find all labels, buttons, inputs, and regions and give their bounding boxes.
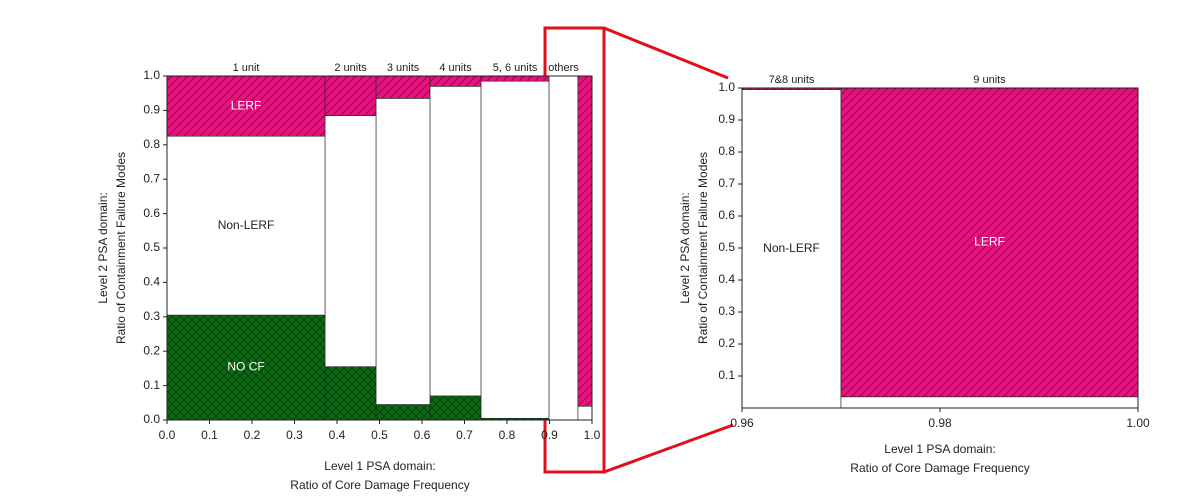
x-axis-title: Level 1 PSA domain: bbox=[884, 442, 995, 456]
segment bbox=[375, 404, 431, 421]
x-axis-title: Ratio of Core Damage Frequency bbox=[850, 461, 1029, 475]
y-tick-label: 0.9 bbox=[718, 112, 735, 126]
segment bbox=[429, 86, 482, 397]
y-tick-label: 0.8 bbox=[143, 137, 160, 151]
x-tick-label: 0.96 bbox=[730, 416, 754, 430]
segment bbox=[840, 396, 1139, 409]
segment bbox=[548, 75, 579, 421]
zoom-line bbox=[603, 423, 734, 474]
x-tick-label: 0.6 bbox=[414, 428, 431, 442]
y-tick-label: 0.5 bbox=[718, 240, 735, 254]
y-tick-label: 0.1 bbox=[143, 378, 160, 392]
category-label: 3 units bbox=[387, 62, 420, 74]
y-tick-label: 0.6 bbox=[143, 206, 160, 220]
y-tick-label: 0.6 bbox=[718, 208, 735, 222]
x-tick-label: 0.9 bbox=[541, 428, 558, 442]
zoom-line bbox=[603, 26, 729, 80]
y-tick-label: 0.4 bbox=[718, 272, 735, 286]
y-tick-label: 0.7 bbox=[143, 171, 160, 185]
segment bbox=[840, 87, 1139, 398]
x-axis-title: Level 1 PSA domain: bbox=[324, 459, 435, 473]
series-label: Non-LERF bbox=[218, 218, 275, 232]
segment bbox=[375, 98, 431, 405]
x-tick-label: 0.98 bbox=[928, 416, 952, 430]
category-label: 2 units bbox=[334, 62, 367, 74]
segment bbox=[375, 75, 431, 99]
y-tick-label: 1.0 bbox=[718, 80, 735, 94]
segment bbox=[429, 395, 482, 421]
category-label: 1 unit bbox=[233, 62, 260, 74]
category-label: others bbox=[548, 62, 579, 74]
segment bbox=[429, 75, 482, 87]
series-label: NO CF bbox=[227, 360, 264, 374]
x-tick-label: 0.0 bbox=[159, 428, 176, 442]
segment bbox=[324, 366, 377, 421]
x-tick-label: 0.4 bbox=[329, 428, 346, 442]
category-label: 9 units bbox=[973, 74, 1006, 86]
x-tick-label: 0.7 bbox=[456, 428, 473, 442]
segment bbox=[166, 135, 326, 316]
segment bbox=[741, 89, 842, 409]
segment bbox=[480, 75, 550, 82]
segment bbox=[577, 75, 593, 407]
y-tick-label: 0.7 bbox=[718, 176, 735, 190]
x-axis-title: Ratio of Core Damage Frequency bbox=[290, 478, 469, 492]
y-axis-title: Level 2 PSA domain: bbox=[96, 192, 110, 303]
y-tick-label: 0.5 bbox=[143, 240, 160, 254]
y-axis-title: Ratio of Containment Failure Modes bbox=[114, 152, 128, 344]
y-tick-label: 1.0 bbox=[143, 68, 160, 82]
segment bbox=[480, 80, 550, 419]
y-tick-label: 0.2 bbox=[143, 343, 160, 357]
category-label: 5, 6 units bbox=[493, 62, 538, 74]
x-tick-label: 1.00 bbox=[1126, 416, 1150, 430]
y-tick-label: 0.9 bbox=[143, 103, 160, 117]
x-tick-label: 1.0 bbox=[584, 428, 601, 442]
y-tick-label: 0.3 bbox=[143, 309, 160, 323]
x-tick-label: 0.8 bbox=[499, 428, 516, 442]
x-tick-label: 0.2 bbox=[244, 428, 261, 442]
series-label: Non-LERF bbox=[763, 241, 820, 255]
category-label: 4 units bbox=[439, 62, 472, 74]
y-tick-label: 0.0 bbox=[143, 412, 160, 426]
segment bbox=[577, 405, 593, 421]
segment bbox=[324, 115, 377, 367]
y-tick-label: 0.1 bbox=[718, 368, 735, 382]
y-tick-label: 0.8 bbox=[718, 144, 735, 158]
segment bbox=[324, 75, 377, 116]
x-tick-label: 0.5 bbox=[371, 428, 388, 442]
y-axis-title: Ratio of Containment Failure Modes bbox=[696, 152, 710, 344]
x-tick-label: 0.3 bbox=[286, 428, 303, 442]
series-label: LERF bbox=[231, 98, 262, 112]
x-tick-label: 0.1 bbox=[201, 428, 218, 442]
y-axis-title: Level 2 PSA domain: bbox=[678, 192, 692, 303]
y-tick-label: 0.2 bbox=[718, 336, 735, 350]
y-tick-label: 0.3 bbox=[718, 304, 735, 318]
category-label: 7&8 units bbox=[769, 74, 815, 86]
series-label: LERF bbox=[974, 235, 1005, 249]
y-tick-label: 0.4 bbox=[143, 275, 160, 289]
